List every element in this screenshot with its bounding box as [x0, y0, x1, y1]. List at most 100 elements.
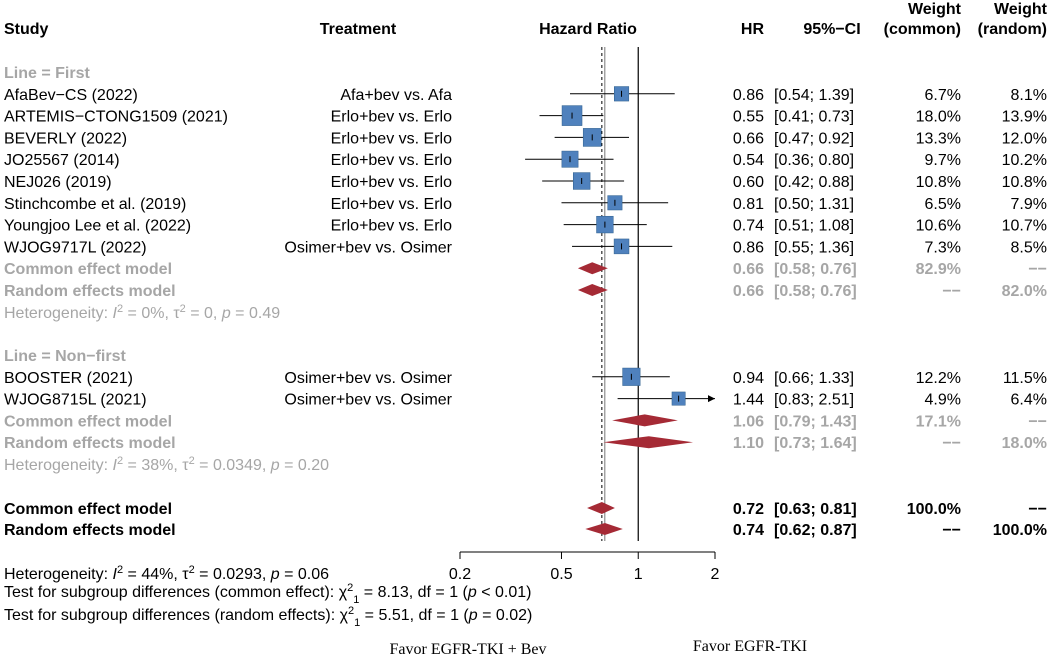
weight-common-value: 13.3%: [916, 130, 961, 147]
summary-label: Common effect model: [4, 413, 172, 430]
hr-value: 0.74: [733, 218, 764, 235]
summary-label: Common effect model: [4, 501, 172, 518]
hr-value: 0.86: [733, 87, 764, 104]
hr-value: 0.60: [733, 174, 764, 191]
weight-common-value: 6.7%: [925, 87, 961, 104]
subgroup-test-random: Test for subgroup differences (random ef…: [4, 605, 532, 629]
header-weight-common: Weight: [908, 1, 962, 18]
ci-value: [0.83; 2.51]: [774, 392, 854, 409]
study-label: BEVERLY (2022): [4, 130, 127, 147]
treatment-label: Erlo+bev vs. Erlo: [331, 218, 452, 235]
treatment-label: Afa+bev vs. Afa: [340, 87, 452, 104]
treatment-label: Erlo+bev vs. Erlo: [331, 152, 452, 169]
summary-hr-value: 0.74: [733, 522, 764, 539]
weight-random-value: 13.9%: [1002, 109, 1047, 126]
ci-value: [0.51; 1.08]: [774, 218, 854, 235]
weight-common-value: 6.5%: [925, 196, 961, 213]
summary-label: Random effects model: [4, 283, 176, 300]
study-label: Stinchcombe et al. (2019): [4, 196, 186, 213]
header-treatment: Treatment: [320, 21, 397, 38]
ci-value: [0.41; 0.73]: [774, 109, 854, 126]
treatment-label: Erlo+bev vs. Erlo: [331, 174, 452, 191]
weight-random-value: 8.5%: [1011, 239, 1047, 256]
study-label: Youngjoo Lee et al. (2022): [4, 218, 191, 235]
summary-weight-common: −−: [942, 283, 961, 300]
weight-common-value: 7.3%: [925, 239, 961, 256]
weight-random-value: 12.0%: [1002, 130, 1047, 147]
chart-title: Hazard Ratio: [539, 21, 637, 38]
study-label: NEJ026 (2019): [4, 174, 112, 191]
treatment-label: Osimer+bev vs. Osimer: [284, 239, 452, 256]
weight-random-value: 10.8%: [1002, 174, 1047, 191]
treatment-label: Osimer+bev vs. Osimer: [284, 392, 452, 409]
ci-value: [0.54; 1.39]: [774, 87, 854, 104]
ci-value: [0.42; 0.88]: [774, 174, 854, 191]
summary-weight-random: −−: [1028, 261, 1047, 278]
hr-value: 0.86: [733, 239, 764, 256]
weight-common-value: 10.8%: [916, 174, 961, 191]
study-label: ARTEMIS−CTONG1509 (2021): [4, 109, 228, 126]
header-random: (random): [978, 21, 1047, 38]
hr-value: 0.54: [733, 152, 764, 169]
treatment-label: Erlo+bev vs. Erlo: [331, 130, 452, 147]
weight-random-value: 6.4%: [1011, 392, 1047, 409]
header-common: (common): [884, 21, 961, 38]
summary-weight-random: −−: [1028, 413, 1047, 430]
x-tick-label: 1: [634, 566, 643, 583]
ci-value: [0.55; 1.36]: [774, 239, 854, 256]
weight-random-value: 8.1%: [1011, 87, 1047, 104]
weight-common-value: 4.9%: [925, 392, 961, 409]
x-tick-label: 2: [711, 566, 720, 583]
summary-hr-value: 0.72: [733, 501, 764, 518]
subgroup-label: Line = First: [4, 65, 90, 82]
subgroup-label: Line = Non−first: [4, 348, 126, 365]
summary-label: Common effect model: [4, 261, 172, 278]
favor-right-label: Favor EGFR-TKI: [693, 638, 807, 655]
header-ci: 95%−CI: [803, 21, 860, 38]
header-hr: HR: [741, 21, 765, 38]
ci-value: [0.47; 0.92]: [774, 130, 854, 147]
weight-random-value: 10.2%: [1002, 152, 1047, 169]
summary-diamond: [585, 523, 623, 535]
summary-weight-common: 82.9%: [916, 261, 961, 278]
ci-arrow: [708, 395, 715, 403]
heterogeneity-text: Heterogeneity: I2 = 38%, τ2 = 0.0349, p …: [4, 455, 329, 474]
subgroup-test-common: Test for subgroup differences (common ef…: [4, 582, 531, 606]
summary-ci-value: [0.62; 0.87]: [774, 522, 857, 539]
weight-common-value: 18.0%: [916, 109, 961, 126]
treatment-label: Erlo+bev vs. Erlo: [331, 196, 452, 213]
favor-left-label: Favor EGFR-TKI + Bev: [389, 641, 546, 658]
summary-hr-value: 0.66: [733, 283, 764, 300]
hr-value: 0.81: [733, 196, 764, 213]
study-label: JO25567 (2014): [4, 152, 120, 169]
summary-hr-value: 1.10: [733, 435, 764, 452]
summary-weight-random: 18.0%: [1002, 435, 1047, 452]
weight-common-value: 9.7%: [925, 152, 961, 169]
ci-value: [0.36; 0.80]: [774, 152, 854, 169]
header-weight-random: Weight: [994, 1, 1048, 18]
x-tick-label: 0.5: [550, 566, 572, 583]
summary-diamond: [603, 436, 694, 449]
summary-weight-random: −−: [1028, 501, 1047, 518]
summary-weight-common: −−: [942, 522, 961, 539]
summary-ci-value: [0.73; 1.64]: [774, 435, 857, 452]
summary-label: Random effects model: [4, 435, 176, 452]
summary-weight-random: 82.0%: [1002, 283, 1047, 300]
summary-ci-value: [0.79; 1.43]: [774, 413, 857, 430]
summary-diamond: [577, 284, 608, 296]
summary-diamond: [577, 262, 608, 275]
summary-diamond: [587, 502, 615, 514]
ci-value: [0.50; 1.31]: [774, 196, 854, 213]
ci-value: [0.66; 1.33]: [774, 370, 854, 387]
summary-ci-value: [0.58; 0.76]: [774, 283, 857, 300]
heterogeneity-text: Heterogeneity: I2 = 0%, τ2 = 0, p = 0.49: [4, 303, 280, 322]
x-tick-label: 0.2: [449, 566, 471, 583]
treatment-label: Erlo+bev vs. Erlo: [331, 109, 452, 126]
summary-weight-common: 100.0%: [907, 501, 961, 518]
hr-value: 0.94: [733, 370, 764, 387]
study-label: WJOG8715L (2021): [4, 392, 147, 409]
heterogeneity-text: Heterogeneity: I2 = 44%, τ2 = 0.0293, p …: [4, 564, 329, 583]
summary-ci-value: [0.58; 0.76]: [774, 261, 857, 278]
weight-common-value: 10.6%: [916, 218, 961, 235]
